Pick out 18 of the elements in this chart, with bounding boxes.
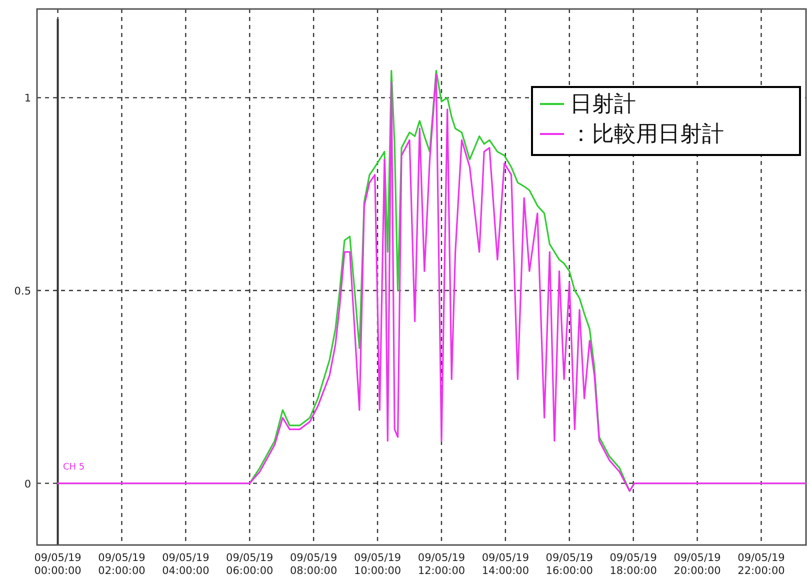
annotation: CH 5 — [63, 462, 85, 472]
x-tick-label: 09/05/19 04:00:00 — [162, 552, 210, 577]
y-tick-label: 0 — [24, 478, 31, 490]
x-tick-label: 09/05/19 16:00:00 — [546, 552, 593, 577]
legend-label: 日射計 — [570, 92, 636, 117]
legend-label: ：比較用日射計 — [570, 122, 724, 147]
x-tick-label: 09/05/19 10:00:00 — [354, 552, 402, 577]
x-tick-label: 09/05/19 08:00:00 — [290, 552, 338, 577]
x-tick-label: 09/05/19 14:00:00 — [482, 552, 530, 577]
y-tick-label: 0.5 — [14, 285, 31, 298]
x-tick-label: 09/05/19 02:00:00 — [98, 552, 146, 577]
x-tick-label: 09/05/19 18:00:00 — [610, 552, 657, 577]
y-tick-label: 1 — [24, 92, 31, 105]
x-tick-label: 09/05/19 20:00:00 — [674, 552, 721, 577]
x-tick-label: 09/05/19 12:00:00 — [418, 552, 466, 577]
x-tick-label: 09/05/19 00:00:00 — [34, 552, 82, 577]
x-tick-label: 09/05/19 06:00:00 — [226, 552, 274, 577]
x-tick-label: 09/05/19 22:00:00 — [738, 552, 785, 577]
